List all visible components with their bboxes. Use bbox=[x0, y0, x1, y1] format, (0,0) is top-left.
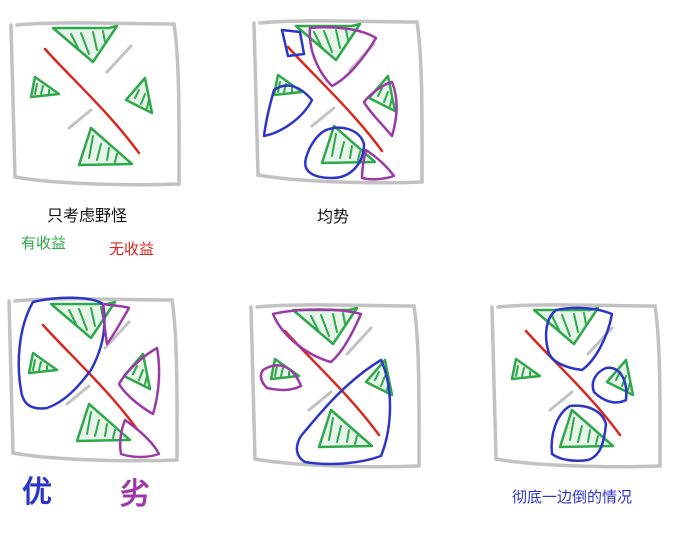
panel-swapped bbox=[249, 303, 421, 469]
label-balanced: 均势 bbox=[317, 207, 350, 226]
label-only-monsters: 只考虑野怪 bbox=[47, 206, 128, 225]
label-one-sided: 彻底一边倒的情况 bbox=[512, 488, 633, 506]
label-advantage: 优 bbox=[22, 475, 52, 510]
panel-one-sided bbox=[490, 303, 662, 469]
panel-balanced bbox=[252, 19, 424, 185]
legend-no-profit: 无收益 bbox=[109, 240, 155, 258]
legend-profit: 有收益 bbox=[21, 234, 67, 252]
label-disadvantage: 劣 bbox=[120, 477, 150, 512]
panel-advantage bbox=[7, 296, 179, 463]
panel-only-monsters bbox=[9, 21, 181, 187]
